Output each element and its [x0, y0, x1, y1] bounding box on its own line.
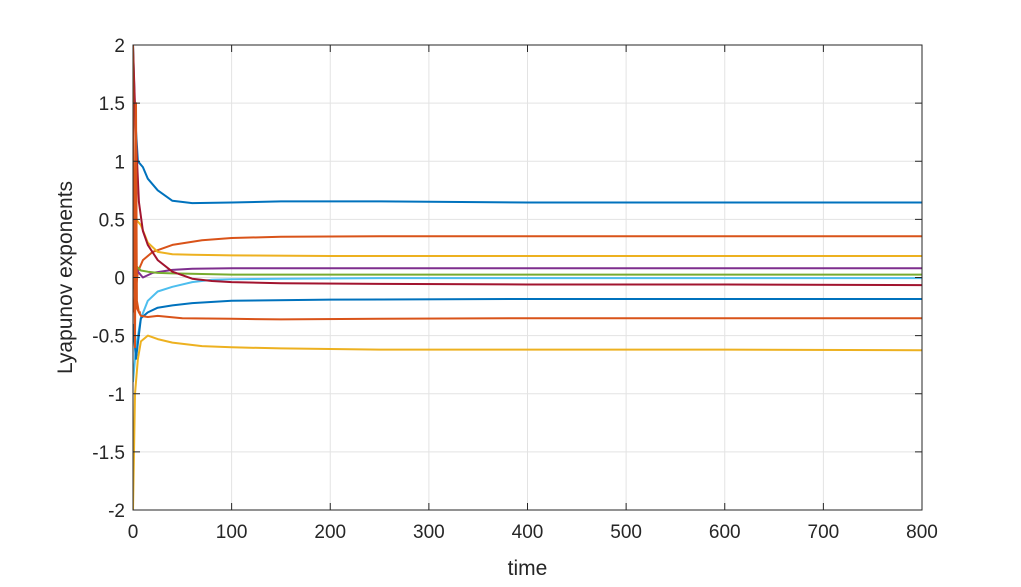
series-lines	[133, 45, 922, 510]
x-tick-label: 400	[512, 522, 544, 543]
y-axis-tick-labels: 2 1.5 1 0.5 0 -0.5 -1 -1.5 -2	[92, 36, 125, 522]
y-tick-label: 0	[114, 269, 125, 290]
series-line-7	[133, 45, 922, 287]
y-axis-title: Lyapunov exponents	[54, 181, 77, 374]
y-tick-label: -1	[108, 385, 125, 406]
series-line-4	[133, 253, 922, 279]
y-tick-label: 2	[114, 36, 125, 57]
y-tick-label: -2	[108, 501, 125, 522]
series-line-8	[133, 298, 922, 360]
y-tick-label: 0.5	[99, 210, 125, 231]
x-axis-tick-labels: 0 100 200 300 400 500 600 700 800	[128, 522, 938, 543]
series-line-9	[133, 242, 922, 321]
x-tick-label: 300	[413, 522, 445, 543]
series-line-2	[133, 235, 922, 313]
series-line-1	[133, 45, 922, 205]
y-tick-label: -0.5	[92, 327, 125, 348]
series-line-5	[133, 264, 922, 290]
y-tick-label: -1.5	[92, 443, 125, 464]
y-tick-label: 1.5	[99, 94, 125, 115]
x-axis-title: time	[508, 557, 548, 580]
series-line-10	[133, 334, 922, 510]
axis-ticks	[132, 44, 923, 511]
x-tick-label: 0	[128, 522, 139, 543]
y-tick-label: 1	[114, 152, 125, 173]
series-line-3	[133, 218, 922, 257]
x-tick-label: 100	[216, 522, 248, 543]
x-tick-label: 500	[610, 522, 642, 543]
x-tick-label: 800	[906, 522, 938, 543]
x-tick-label: 600	[709, 522, 741, 543]
x-tick-label: 700	[808, 522, 840, 543]
x-tick-label: 200	[314, 522, 346, 543]
